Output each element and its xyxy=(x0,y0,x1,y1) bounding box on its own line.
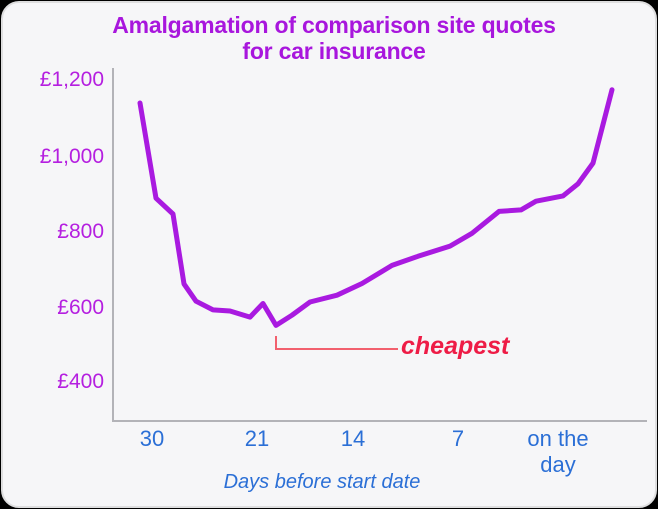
y-tick-label: £1,000 xyxy=(39,145,104,168)
x-tick-label: 14 xyxy=(340,426,366,451)
chart-title-line1: Amalgamation of comparison site quotes xyxy=(112,12,556,38)
y-tick-label: £600 xyxy=(57,296,104,319)
x-tick-label: on the day xyxy=(527,426,589,477)
y-tick-label: £1,200 xyxy=(39,68,104,91)
cheapest-bracket xyxy=(275,336,398,350)
cheapest-bracket-line xyxy=(275,336,398,350)
x-tick-label: 30 xyxy=(139,426,165,451)
quote-line-series xyxy=(137,87,615,328)
chart-axes xyxy=(112,68,647,422)
x-tick-label: 7 xyxy=(451,426,465,451)
chart-title: Amalgamation of comparison site quotes f… xyxy=(34,12,634,64)
chart-title-line2: for car insurance xyxy=(242,38,426,64)
x-tick-label: 21 xyxy=(244,426,270,451)
cheapest-annotation-label: cheapest xyxy=(401,332,510,360)
x-axis-title: Days before start date xyxy=(223,471,421,493)
y-tick-label: £400 xyxy=(57,370,104,393)
y-tick-label: £800 xyxy=(57,220,104,243)
quote-price-line xyxy=(137,87,615,328)
